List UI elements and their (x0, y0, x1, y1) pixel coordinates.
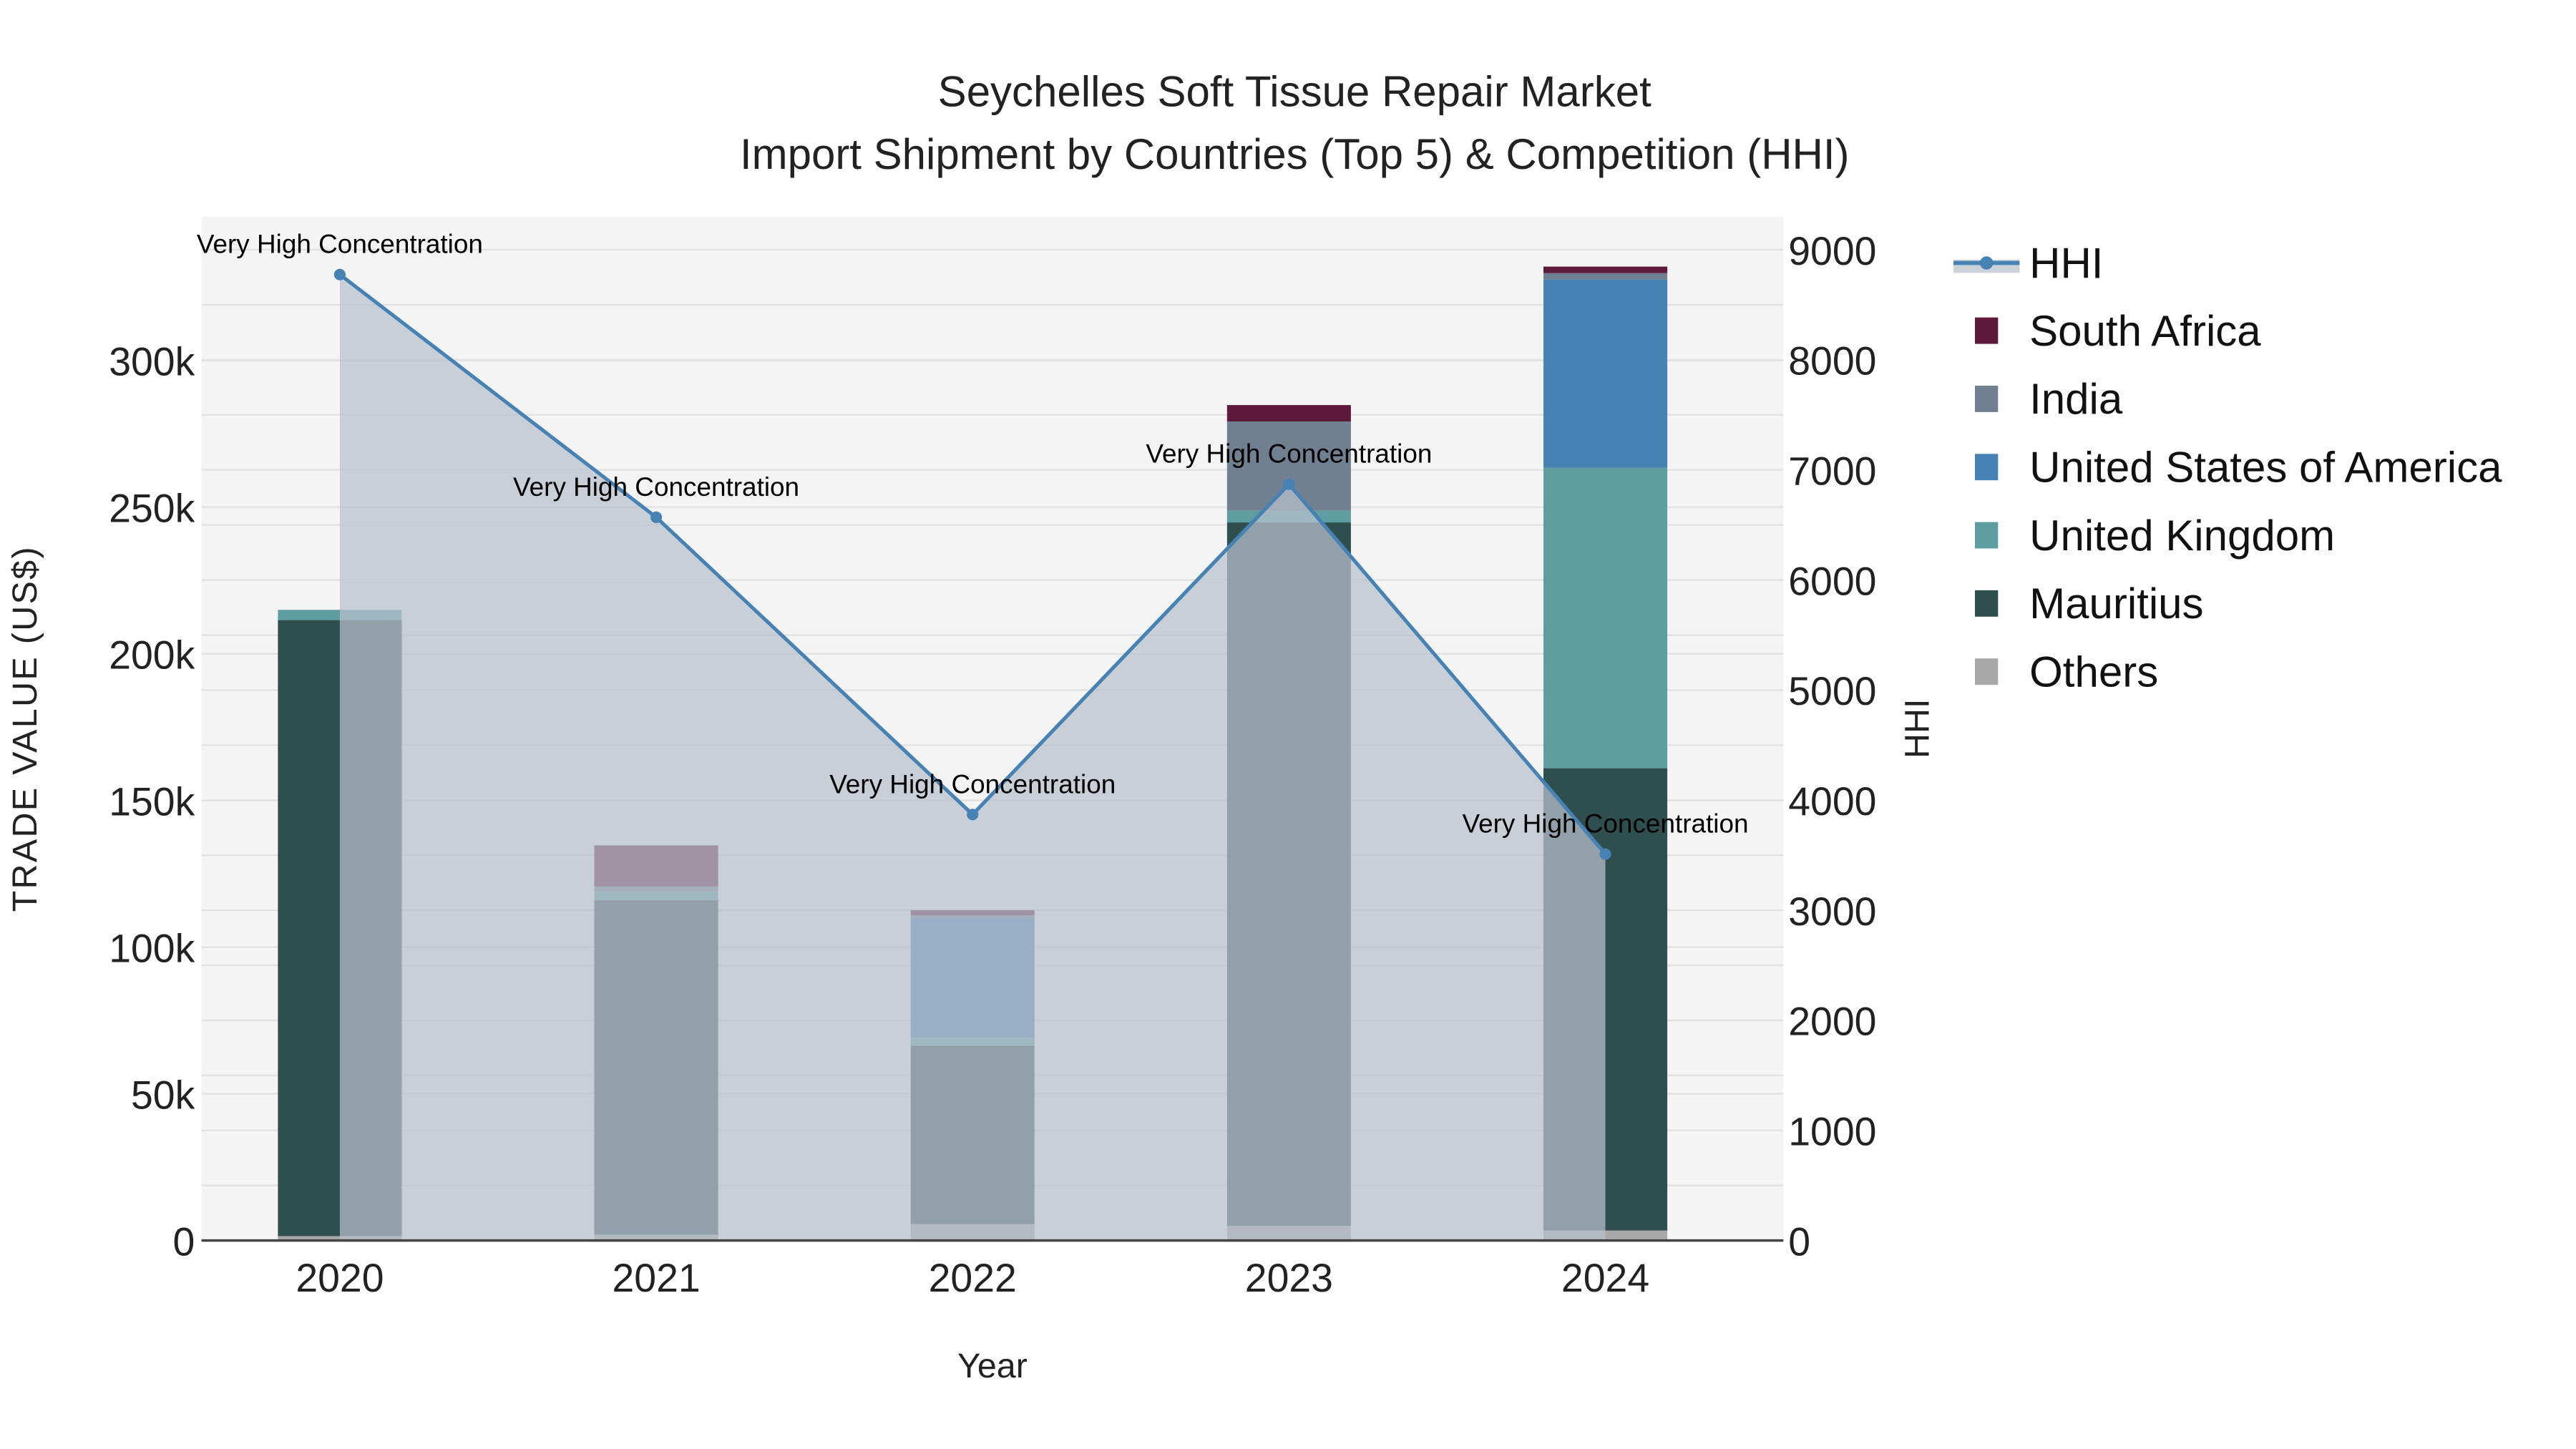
bar-south-africa-2024 (1543, 266, 1668, 273)
y2-axis-ticks: 0 1000 2000 3000 4000 5000 6000 7000 8000 9000 (1788, 229, 1876, 1264)
y-tick-label: 200k (109, 633, 195, 677)
legend-swatch-india (1975, 385, 1999, 412)
y2-tick-label: 2000 (1788, 1000, 1876, 1044)
bar-united-kingdom-2024 (1543, 467, 1668, 769)
hhi-annotation: Very High Concentration (829, 769, 1116, 799)
hhi-area (339, 274, 1606, 1241)
y-axis-label: TRADE VALUE (US$) (6, 545, 44, 912)
legend-label: South Africa (2029, 307, 2261, 355)
bar-south-africa-2023 (1226, 405, 1351, 422)
chart-title-line1: Seychelles Soft Tissue Repair Market (938, 67, 1652, 115)
x-axis-ticks: 2020 2021 2022 2023 2024 (296, 1256, 1649, 1300)
legend-swatch-united-kingdom (1975, 522, 1999, 549)
legend-label: Others (2029, 648, 2158, 696)
legend-swatch-united-states-of-america (1975, 454, 1999, 481)
y-tick-label: 250k (109, 487, 195, 531)
hhi-point-2021 (650, 511, 663, 523)
y2-tick-label: 6000 (1788, 559, 1876, 603)
y2-tick-label: 5000 (1788, 669, 1876, 713)
chart-title-line2: Import Shipment by Countries (Top 5) & C… (740, 130, 1850, 178)
legend-label: Mauritius (2029, 580, 2203, 628)
legend-label: United States of America (2029, 444, 2502, 492)
legend-hhi-marker (1979, 256, 1994, 270)
y-axis-ticks: 0 50k 100k 150k 200k 250k 300k (109, 340, 195, 1264)
y-tick-label: 150k (109, 779, 195, 824)
y2-tick-label: 3000 (1788, 889, 1876, 934)
y2-tick-label: 8000 (1788, 339, 1876, 384)
y2-tick-label: 1000 (1788, 1110, 1876, 1154)
x-tick-label: 2022 (929, 1256, 1017, 1300)
hhi-annotation: Very High Concentration (1146, 439, 1432, 469)
legend-label-hhi: HHI (2029, 239, 2103, 287)
x-tick-label: 2024 (1561, 1256, 1649, 1300)
y-tick-label: 100k (109, 926, 195, 970)
y2-tick-label: 7000 (1788, 449, 1876, 494)
legend-swatch-mauritius (1975, 590, 1999, 617)
y-tick-label: 0 (172, 1219, 195, 1264)
legend-label: India (2029, 375, 2123, 423)
hhi-annotation: Very High Concentration (513, 472, 799, 502)
y2-tick-label: 4000 (1788, 779, 1876, 824)
x-tick-label: 2020 (296, 1256, 384, 1300)
y2-tick-label: 0 (1788, 1219, 1810, 1264)
bar-india-2024 (1543, 273, 1668, 280)
legend-swatch-others (1975, 658, 1999, 686)
hhi-annotation: Very High Concentration (197, 230, 483, 259)
y2-tick-label: 9000 (1788, 229, 1876, 273)
hhi-point-2024 (1599, 848, 1611, 860)
hhi-annotation: Very High Concentration (1463, 809, 1749, 839)
legend-label: United Kingdom (2029, 512, 2335, 560)
x-axis-label: Year (957, 1347, 1028, 1385)
x-tick-label: 2021 (612, 1256, 700, 1300)
y2-axis-label: HHI (1898, 699, 1936, 758)
hhi-point-2022 (967, 809, 979, 821)
x-tick-label: 2023 (1245, 1256, 1333, 1300)
hhi-point-2023 (1283, 478, 1295, 490)
legend: HHI South Africa India United States of Ame… (1953, 239, 2502, 696)
y-tick-label: 300k (109, 340, 195, 384)
bar-united-states-of-america-2024 (1543, 279, 1668, 468)
y-tick-label: 50k (131, 1073, 195, 1117)
hhi-series: Very High Concentration Very High Concent… (197, 230, 1749, 1241)
legend-swatch-south-africa (1975, 317, 1999, 344)
hhi-point-2020 (333, 268, 346, 280)
